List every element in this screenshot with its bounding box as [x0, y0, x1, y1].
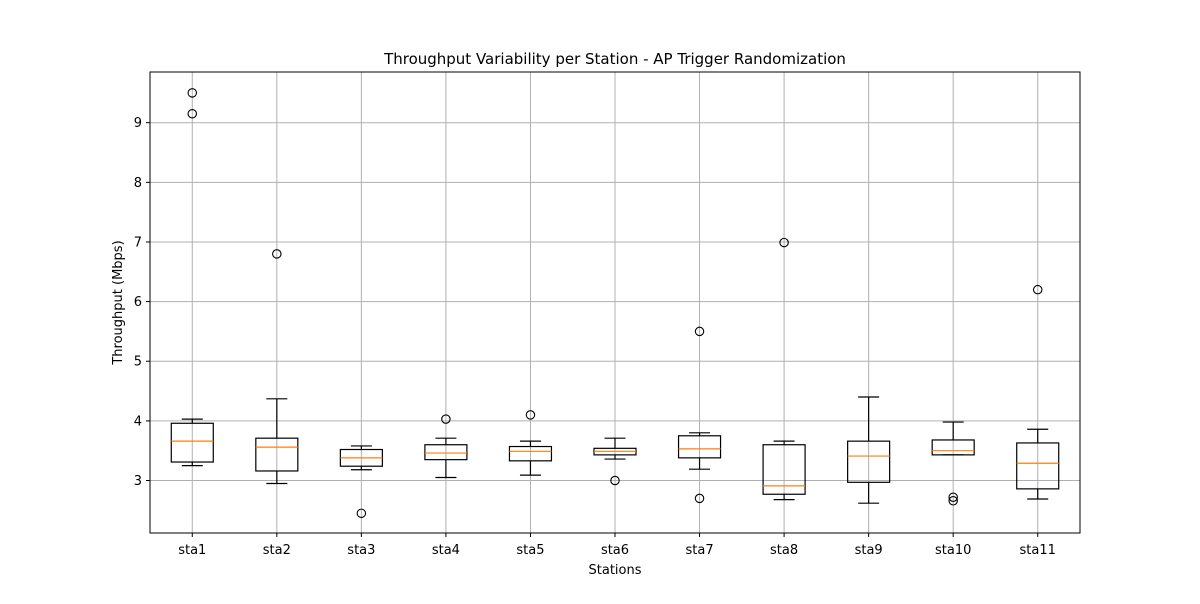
- box-sta3: [339, 445, 383, 519]
- box-sta10: [931, 421, 975, 506]
- box-sta9: [847, 396, 891, 504]
- iqr-box: [1016, 442, 1060, 490]
- outlier-point: [779, 237, 789, 248]
- box-sta5: [508, 410, 553, 476]
- x-tick-label: sta7: [685, 543, 713, 558]
- box-sta2: [255, 249, 299, 485]
- y-tick-label: 8: [134, 176, 142, 191]
- grid-layer: [150, 72, 1080, 533]
- tick-layer: 3 4 5 6 7 8 9 sta1 sta2 sta3 sta4 sta5 sta6 sta7 sta8 s…: [134, 116, 1056, 558]
- y-axis-title: Throughput (Mbps): [111, 240, 126, 365]
- box-sta8: [762, 237, 806, 501]
- x-tick-label: sta9: [855, 543, 883, 558]
- box-sta11: [1016, 284, 1060, 500]
- iqr-box: [931, 439, 975, 456]
- x-tick-label: sta3: [347, 543, 375, 558]
- x-tick-label: sta5: [516, 543, 544, 558]
- y-tick-label: 5: [134, 355, 142, 370]
- box-sta4: [424, 414, 468, 479]
- iqr-box: [677, 435, 722, 459]
- outlier-point: [694, 493, 705, 504]
- x-tick-label: sta11: [1020, 543, 1056, 558]
- outlier-point: [356, 508, 367, 519]
- x-tick-label: sta2: [263, 543, 291, 558]
- iqr-box: [508, 445, 553, 462]
- iqr-box: [255, 437, 299, 472]
- box-sta1: [170, 88, 214, 467]
- y-tick-label: 7: [134, 235, 142, 250]
- outlier-point: [525, 410, 536, 420]
- x-tick-label: sta1: [178, 543, 206, 558]
- x-tick-label: sta4: [432, 543, 460, 558]
- outlier-point: [948, 496, 958, 506]
- outlier-point: [1032, 284, 1043, 295]
- chart-title: Throughput Variability per Station - AP …: [383, 50, 846, 68]
- y-tick-label: 9: [134, 116, 142, 131]
- outlier-point: [610, 475, 620, 486]
- outlier-point: [187, 88, 198, 98]
- outlier-point: [694, 326, 705, 337]
- outlier-point: [441, 414, 451, 424]
- box-sta6: [593, 437, 637, 486]
- outlier-point: [187, 108, 198, 119]
- x-axis-title: Stations: [589, 563, 642, 578]
- y-tick-label: 6: [134, 295, 142, 310]
- outlier-point: [272, 249, 282, 259]
- iqr-box: [847, 440, 891, 483]
- iqr-box: [170, 422, 214, 463]
- x-tick-label: sta8: [770, 543, 798, 558]
- iqr-box: [762, 444, 806, 495]
- x-tick-label: sta6: [601, 543, 629, 558]
- outlier-point: [948, 492, 958, 502]
- y-tick-label: 3: [134, 474, 142, 489]
- y-tick-label: 4: [134, 414, 142, 429]
- x-tick-label: sta10: [935, 543, 971, 558]
- box-layer: [170, 88, 1060, 519]
- iqr-box: [424, 444, 468, 461]
- box-sta7: [677, 326, 722, 504]
